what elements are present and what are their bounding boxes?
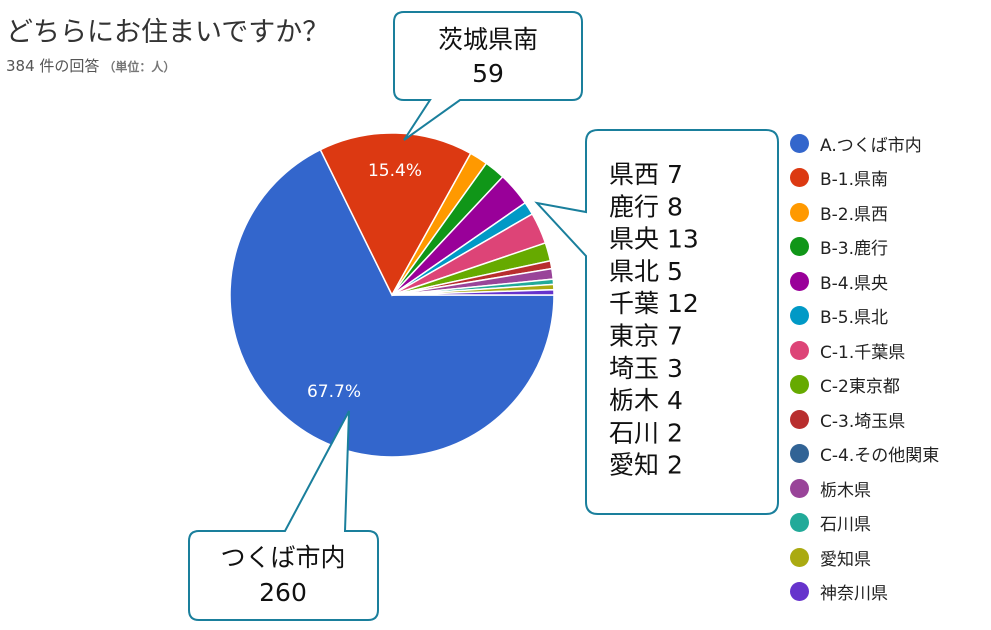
pie-slice-1[interactable]	[319, 132, 472, 297]
legend-swatch	[790, 340, 809, 360]
legend-swatch	[790, 306, 809, 325]
legend-item[interactable]: 栃木県	[790, 476, 871, 501]
legend-label: C-4.その他関東	[820, 446, 940, 466]
legend-label: B-5.県北	[820, 308, 889, 328]
callout-kennan-value: 59	[472, 59, 504, 88]
legend-label: C-2東京都	[820, 377, 900, 397]
legend-label: B-1.県南	[820, 170, 889, 190]
unit-note: （単位：人）	[103, 60, 176, 74]
legend-swatch	[790, 409, 809, 429]
callout-others-item: 鹿行 8	[609, 192, 683, 221]
legend-item[interactable]: B-1.県南	[790, 166, 888, 190]
legend-item[interactable]: B-4.県央	[790, 269, 889, 294]
data-label-kennan-percent: 15.4%	[368, 161, 422, 181]
legend-item[interactable]: A.つくば市内	[790, 131, 922, 156]
legend-item[interactable]: B-2.県西	[790, 200, 889, 225]
legend-label: 愛知県	[820, 549, 871, 570]
legend-item[interactable]: C-1.千葉県	[790, 338, 906, 363]
legend-swatch	[790, 168, 809, 187]
legend-item[interactable]: C-2東京都	[790, 373, 900, 397]
legend-item[interactable]: B-5.県北	[790, 304, 888, 328]
pie-slice-0[interactable]	[229, 148, 555, 458]
legend-swatch	[790, 133, 809, 153]
legend-label: A.つくば市内	[820, 135, 922, 156]
legend-swatch	[790, 444, 809, 463]
legend-label: B-3.鹿行	[820, 239, 889, 259]
callout-others-item: 栃木 4	[609, 386, 683, 415]
callout-others-list: 県西 7 鹿行 8 県央 13 県北 5 千葉 12 東京 7 埼玉 3 栃木 4 石川 2 愛知…	[609, 160, 699, 480]
legend-label: B-2.県西	[820, 204, 889, 225]
legend-swatch	[790, 478, 809, 498]
legend-item[interactable]: C-4.その他関東	[790, 442, 939, 466]
legend-item[interactable]: B-3.鹿行	[790, 235, 888, 259]
callout-others-item: 県西 7	[609, 160, 683, 189]
callout-tsukuba-value: 260	[259, 578, 307, 607]
response-count: 384 件の回答 （単位：人）	[6, 55, 175, 76]
legend-item[interactable]: 愛知県	[790, 545, 871, 570]
legend-swatch	[790, 237, 809, 256]
legend-swatch	[790, 375, 809, 394]
legend-item[interactable]: 石川県	[790, 511, 871, 535]
pie-slice-13[interactable]	[391, 288, 555, 296]
legend-swatch	[790, 513, 809, 532]
legend-item[interactable]: 神奈川県	[790, 580, 888, 604]
legend-label: B-4.県央	[820, 273, 889, 294]
legend-label: 神奈川県	[820, 584, 888, 604]
callout-others	[534, 129, 779, 515]
page-title: どちらにお住まいですか？	[6, 17, 330, 48]
callout-others-item: 千葉 12	[609, 289, 699, 318]
response-count-text: 384 件の回答	[6, 57, 100, 75]
legend-swatch	[790, 547, 809, 567]
legend-label: C-3.埼玉県	[820, 411, 906, 432]
legend-label: 石川県	[820, 515, 871, 535]
legend-swatch	[790, 271, 809, 291]
callout-others-item: 埼玉 3	[609, 354, 683, 383]
legend-swatch	[790, 582, 809, 601]
legend-item[interactable]: C-3.埼玉県	[790, 407, 906, 432]
callout-kennan-name: 茨城県南	[438, 25, 538, 54]
legend-swatch	[790, 202, 809, 222]
callout-kennan	[393, 11, 583, 141]
data-label-tsukuba-percent: 67.7%	[307, 382, 361, 402]
callout-tsukuba-name: つくば市内	[220, 543, 345, 572]
pie-slices	[229, 132, 555, 458]
callout-others-item: 東京 7	[609, 322, 683, 351]
callout-others-item: 県央 13	[609, 225, 699, 254]
callout-others-item: 県北 5	[609, 257, 683, 286]
callout-others-item: 愛知 2	[609, 451, 683, 480]
callout-tsukuba	[188, 410, 379, 621]
legend-label: 栃木県	[820, 480, 871, 501]
legend-label: C-1.千葉県	[820, 342, 906, 363]
callout-others-item: 石川 2	[609, 418, 683, 447]
